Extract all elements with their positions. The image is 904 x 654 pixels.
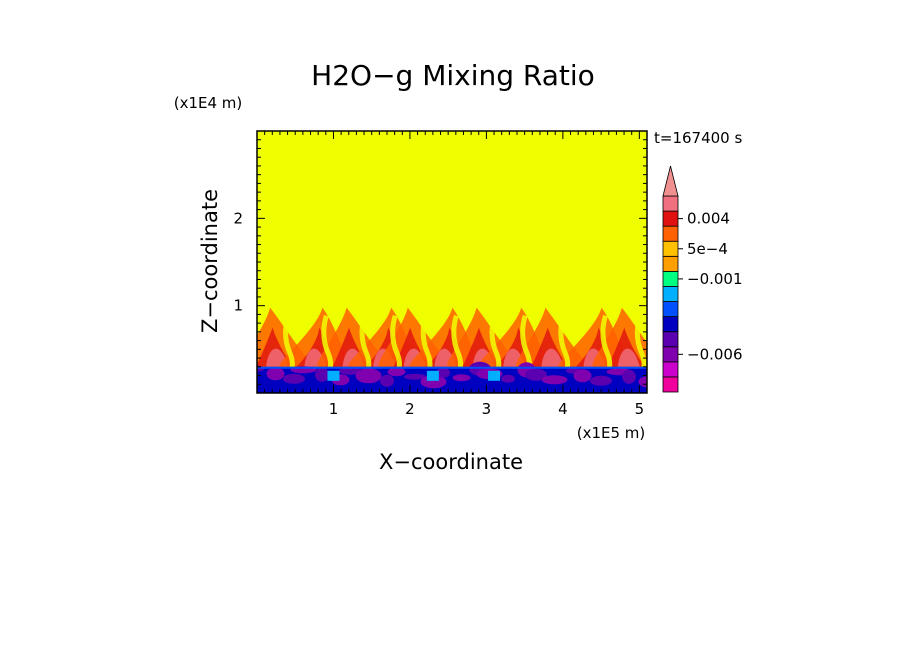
time-label: t=167400 s bbox=[654, 129, 742, 147]
colorbar-label: 0.004 bbox=[687, 210, 730, 228]
surface-patch bbox=[315, 367, 329, 382]
surface-patch bbox=[452, 374, 471, 382]
surface-spot bbox=[327, 370, 340, 381]
surface-patch bbox=[622, 369, 636, 384]
surface-patch bbox=[404, 373, 426, 380]
y-tick-label: 2 bbox=[233, 209, 243, 227]
surface-patch bbox=[387, 367, 406, 377]
colorbar-overflow-arrow bbox=[662, 165, 679, 197]
plume-core bbox=[257, 327, 299, 369]
surface-patch bbox=[266, 367, 285, 381]
plume-peak bbox=[617, 348, 640, 367]
plume-core bbox=[530, 327, 574, 369]
colorbar-bin bbox=[662, 316, 679, 333]
axes: 1 2 3 4 5 1 2 bbox=[233, 130, 648, 418]
x-axis-label: X−coordinate bbox=[379, 450, 523, 474]
surface-patch bbox=[283, 373, 305, 384]
surface-patch bbox=[380, 374, 394, 387]
x-tick-label: 5 bbox=[635, 400, 645, 418]
colorbar-bin bbox=[662, 376, 679, 393]
colorbar-bin bbox=[662, 331, 679, 348]
colorbar-bin bbox=[662, 210, 679, 227]
x-tick-label: 2 bbox=[405, 400, 415, 418]
surface-patch bbox=[436, 367, 450, 378]
plume-core bbox=[461, 327, 505, 369]
colorbar-bin bbox=[662, 361, 679, 378]
colorbar-label: −0.001 bbox=[687, 270, 743, 288]
colorbar-bin bbox=[662, 255, 679, 272]
surface-patch bbox=[501, 374, 515, 383]
y-tick-label: 1 bbox=[233, 297, 243, 315]
field bbox=[257, 131, 647, 393]
surface-patch bbox=[573, 369, 592, 383]
plume-core bbox=[331, 327, 375, 369]
surface-spot bbox=[488, 370, 501, 381]
chart-title: H2O−g Mixing Ratio bbox=[311, 59, 595, 92]
colorbar-bin bbox=[662, 240, 679, 257]
plume-core bbox=[607, 327, 647, 369]
y-axis-label: Z−coordinate bbox=[198, 189, 222, 333]
colorbar-label: 5e−4 bbox=[687, 240, 728, 258]
y-unit-label: (x1E4 m) bbox=[174, 94, 243, 112]
surface-patch bbox=[355, 368, 382, 384]
colorbar-bin bbox=[662, 225, 679, 242]
colorbar-label: −0.006 bbox=[687, 345, 743, 363]
x-unit-label: (x1E5 m) bbox=[577, 424, 646, 442]
colorbar-bin bbox=[662, 195, 679, 212]
plume-core bbox=[393, 327, 436, 369]
x-tick-label: 4 bbox=[558, 400, 568, 418]
colorbar: 0.004 5e−4 −0.001 −0.006 bbox=[662, 165, 743, 393]
colorbar-bin bbox=[662, 346, 679, 363]
x-tick-label: 3 bbox=[482, 400, 492, 418]
colorbar-bin bbox=[662, 286, 679, 302]
surface-patch bbox=[590, 375, 612, 386]
plume-peak bbox=[541, 348, 564, 367]
surface-spot bbox=[426, 370, 439, 381]
plot-area bbox=[257, 131, 647, 393]
surface-patch bbox=[525, 368, 547, 381]
colorbar-bin bbox=[662, 270, 679, 287]
colorbar-bin bbox=[662, 301, 679, 318]
x-tick-label: 1 bbox=[329, 400, 339, 418]
surface-patch bbox=[541, 375, 568, 385]
